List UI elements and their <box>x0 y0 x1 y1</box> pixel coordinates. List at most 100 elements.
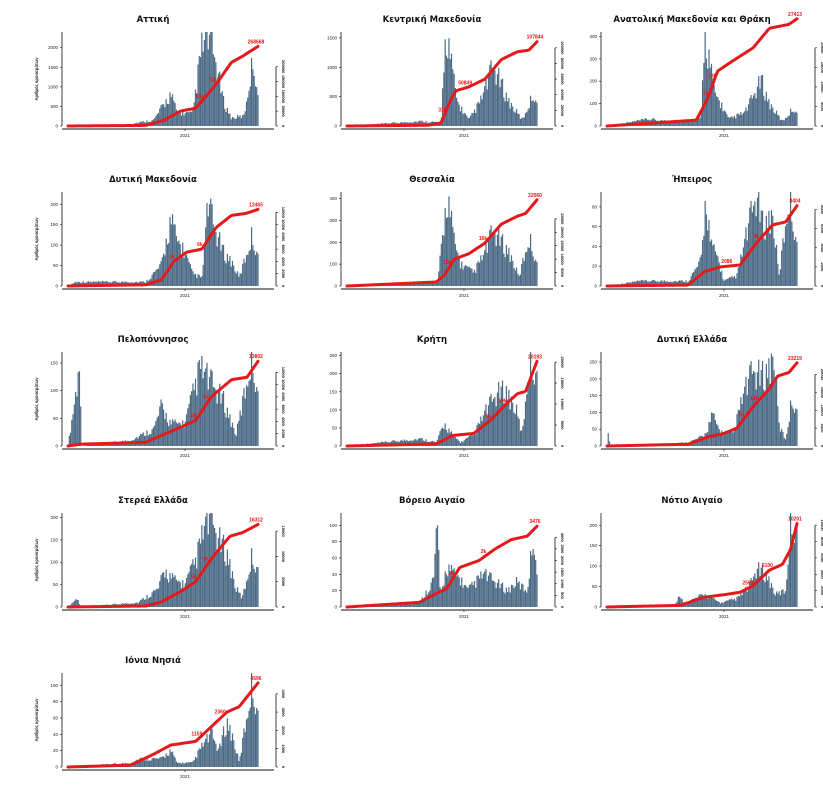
y2-tick-label: 10000 <box>820 405 823 417</box>
daily-bar <box>765 363 767 446</box>
daily-bar <box>787 427 789 446</box>
daily-bar <box>510 255 513 286</box>
daily-bar <box>417 438 419 446</box>
daily-bar <box>445 55 448 126</box>
daily-bar <box>521 583 523 607</box>
cumulative-value-label: 7k <box>739 412 745 418</box>
y-tick-label: 300 <box>589 56 597 61</box>
daily-bar <box>403 603 405 607</box>
daily-bar <box>464 585 467 607</box>
daily-bar <box>215 532 217 607</box>
daily-bar <box>500 236 502 286</box>
daily-bar <box>704 32 706 126</box>
daily-bar <box>705 214 708 286</box>
y2-tick-label: 0 <box>560 285 565 288</box>
y-tick-label: 20 <box>332 588 338 593</box>
daily-bar <box>470 115 472 126</box>
daily-bar <box>228 564 230 607</box>
daily-bar <box>250 352 253 446</box>
daily-bar <box>214 387 216 446</box>
daily-bar <box>247 97 249 126</box>
daily-bar <box>758 562 760 607</box>
daily-bar <box>472 272 474 286</box>
daily-bar <box>495 588 497 607</box>
cumulative-line <box>66 681 260 769</box>
daily-bar <box>231 422 234 446</box>
cumulative-line <box>345 524 539 609</box>
daily-bar <box>397 604 399 607</box>
daily-bar <box>174 419 176 446</box>
daily-bar <box>755 389 757 446</box>
daily-bar <box>491 233 493 286</box>
daily-bar <box>473 269 476 286</box>
daily-bar <box>179 423 181 446</box>
daily-bar <box>174 757 176 767</box>
daily-bar <box>499 400 501 446</box>
daily-bar <box>774 113 776 126</box>
daily-bar <box>75 281 77 286</box>
daily-bar <box>714 92 716 126</box>
daily-bar <box>253 382 255 446</box>
daily-bar <box>450 431 453 446</box>
y-tick-label: 200 <box>50 515 58 520</box>
daily-bar <box>742 592 745 607</box>
daily-bar <box>707 431 709 446</box>
daily-bar <box>160 575 162 607</box>
daily-bar <box>245 719 248 767</box>
daily-bar <box>150 760 152 767</box>
cumulative-value-label: 1k <box>448 571 454 577</box>
daily-bar <box>138 601 140 607</box>
daily-bar <box>398 604 400 607</box>
daily-bar <box>528 578 530 607</box>
daily-bar <box>253 250 255 286</box>
daily-bar <box>496 392 499 446</box>
daily-bar <box>217 73 220 126</box>
daily-bar <box>723 110 725 126</box>
daily-bar <box>449 217 451 286</box>
daily-bar <box>764 239 766 286</box>
daily-bar <box>761 564 764 607</box>
daily-bar <box>206 32 208 126</box>
daily-bar <box>522 257 524 286</box>
daily-bar <box>767 580 769 607</box>
chart-title: Κρήτη <box>417 335 447 345</box>
daily-bar <box>745 586 747 607</box>
y-tick-label: 100 <box>589 410 597 415</box>
daily-bar <box>740 111 742 126</box>
daily-bar <box>459 443 462 446</box>
x-tick-label: 2021 <box>459 453 470 458</box>
daily-bar <box>457 575 459 607</box>
daily-bar <box>193 565 195 607</box>
daily-bar <box>666 281 668 286</box>
daily-bar <box>205 32 207 126</box>
daily-bar <box>173 577 175 607</box>
daily-bar <box>140 121 142 126</box>
daily-bar <box>755 216 757 286</box>
daily-bar <box>77 281 79 286</box>
daily-bar <box>420 438 422 446</box>
y2-tick-label: 40000 <box>560 89 565 101</box>
daily-bar <box>787 564 789 607</box>
x-tick-label: 2021 <box>719 293 730 298</box>
y2-tick-label: 2000 <box>560 556 565 566</box>
daily-bar <box>746 110 748 126</box>
daily-bar <box>166 579 169 607</box>
daily-bar <box>531 101 533 126</box>
daily-bar <box>231 571 234 607</box>
daily-bar <box>513 588 515 607</box>
daily-bar <box>164 757 166 767</box>
daily-bar <box>242 595 244 607</box>
daily-bar <box>201 355 203 446</box>
daily-bar <box>141 599 143 607</box>
daily-bar <box>535 259 537 286</box>
daily-bar <box>477 575 479 607</box>
daily-bar <box>401 439 403 446</box>
daily-bar <box>784 439 787 446</box>
daily-bar <box>731 116 733 126</box>
daily-bar <box>94 281 96 286</box>
daily-bar <box>486 415 488 446</box>
daily-bar <box>787 214 789 286</box>
daily-bar <box>498 67 500 126</box>
daily-bar <box>73 601 75 607</box>
daily-bar <box>788 115 790 126</box>
